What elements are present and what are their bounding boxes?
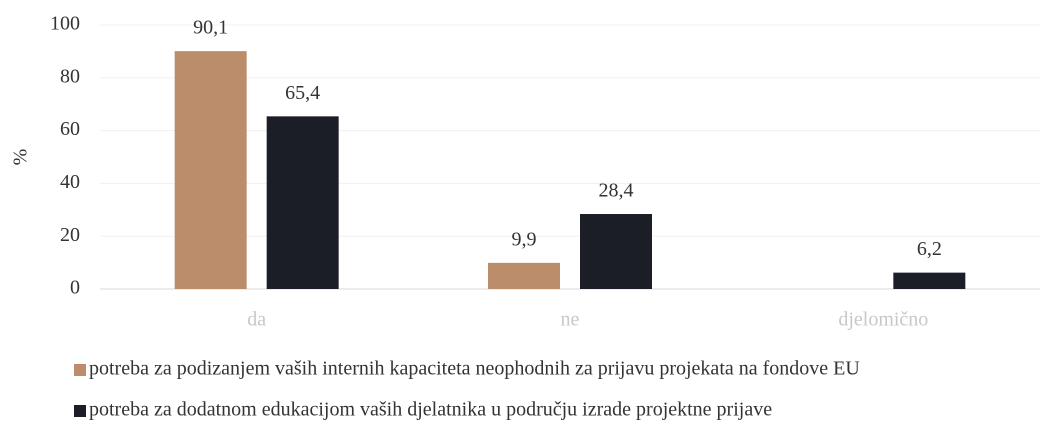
y-tick-label: 80 <box>60 65 80 87</box>
y-tick-label: 40 <box>60 171 80 193</box>
value-label: 90,1 <box>193 17 228 39</box>
legend-label: potreba za dodatnom edukacijom vaših dje… <box>89 399 772 421</box>
x-tick-label: ne <box>561 309 580 331</box>
bar <box>580 214 652 289</box>
bar <box>266 116 339 290</box>
value-label: 9,9 <box>512 228 537 250</box>
bar <box>174 51 247 289</box>
value-label: 65,4 <box>285 82 320 104</box>
y-tick-label: 100 <box>50 13 80 35</box>
x-tick-label: djelomično <box>838 309 928 331</box>
value-label: 6,2 <box>917 238 942 260</box>
x-tick-label: da <box>247 309 266 331</box>
y-tick-label: 60 <box>60 118 80 140</box>
y-axis-label: % <box>10 149 32 166</box>
y-tick-label: 20 <box>60 224 80 246</box>
bar <box>488 262 560 289</box>
legend-swatch <box>74 405 86 417</box>
legend-swatch <box>74 364 86 376</box>
legend-label: potreba za podizanjem vaših internih kap… <box>89 358 860 380</box>
bar <box>893 272 966 289</box>
value-label: 28,4 <box>599 180 634 202</box>
y-tick-label: 0 <box>70 277 80 299</box>
